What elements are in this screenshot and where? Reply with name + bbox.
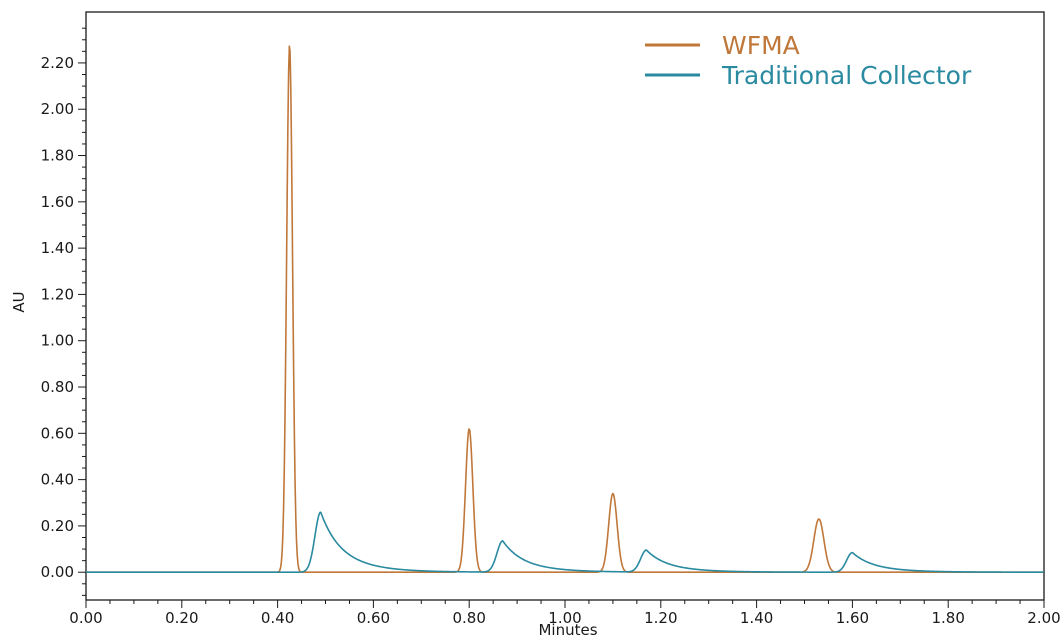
series-line-wfma: [85, 45, 1044, 574]
x-tick-label: 0.60: [357, 609, 390, 627]
y-tick-label: 2.20: [41, 54, 74, 72]
legend: WFMA Traditional Collector: [645, 31, 972, 90]
y-tick-label: 1.40: [41, 239, 74, 257]
y-tick-label: 1.60: [41, 193, 74, 211]
x-axis-title: Minutes: [538, 621, 597, 637]
y-axis: 0.00 0.20 0.40 0.60 0.80 1.00 1.20 1.40 1.60 1.80…: [41, 27, 86, 596]
series-lines: [85, 45, 1044, 574]
y-tick-label: 0.80: [41, 378, 74, 396]
y-tick-label: 1.00: [41, 332, 74, 350]
x-tick-label: 1.60: [836, 609, 869, 627]
legend-label-wfma: WFMA: [722, 31, 800, 60]
x-tick-label: 2.00: [1027, 609, 1060, 627]
x-tick-label: 1.00: [548, 609, 581, 627]
y-tick-label: 1.80: [41, 147, 74, 165]
x-axis: 0.00 0.20 0.40 0.60 0.80 1.00 1.20 1.40 1.60 1.80…: [69, 600, 1061, 627]
y-tick-label: 1.20: [41, 285, 74, 303]
x-tick-label: 1.80: [931, 609, 964, 627]
series-line-traditional-collector: [85, 511, 1044, 574]
x-tick-label: 1.40: [740, 609, 773, 627]
y-tick-label: 0.00: [41, 563, 74, 581]
x-tick-label: 0.80: [452, 609, 485, 627]
y-tick-label: 0.60: [41, 424, 74, 442]
y-tick-label: 2.00: [41, 100, 74, 118]
plot-frame: [85, 11, 1045, 601]
x-tick-label: 1.20: [644, 609, 677, 627]
y-tick-label: 0.40: [41, 471, 74, 489]
y-tick-label: 0.20: [41, 517, 74, 535]
x-tick-label: 0.00: [69, 609, 102, 627]
x-tick-label: 0.20: [165, 609, 198, 627]
y-axis-title: AU: [10, 291, 28, 312]
x-tick-label: 0.40: [261, 609, 294, 627]
legend-label-traditional-collector: Traditional Collector: [721, 61, 972, 90]
